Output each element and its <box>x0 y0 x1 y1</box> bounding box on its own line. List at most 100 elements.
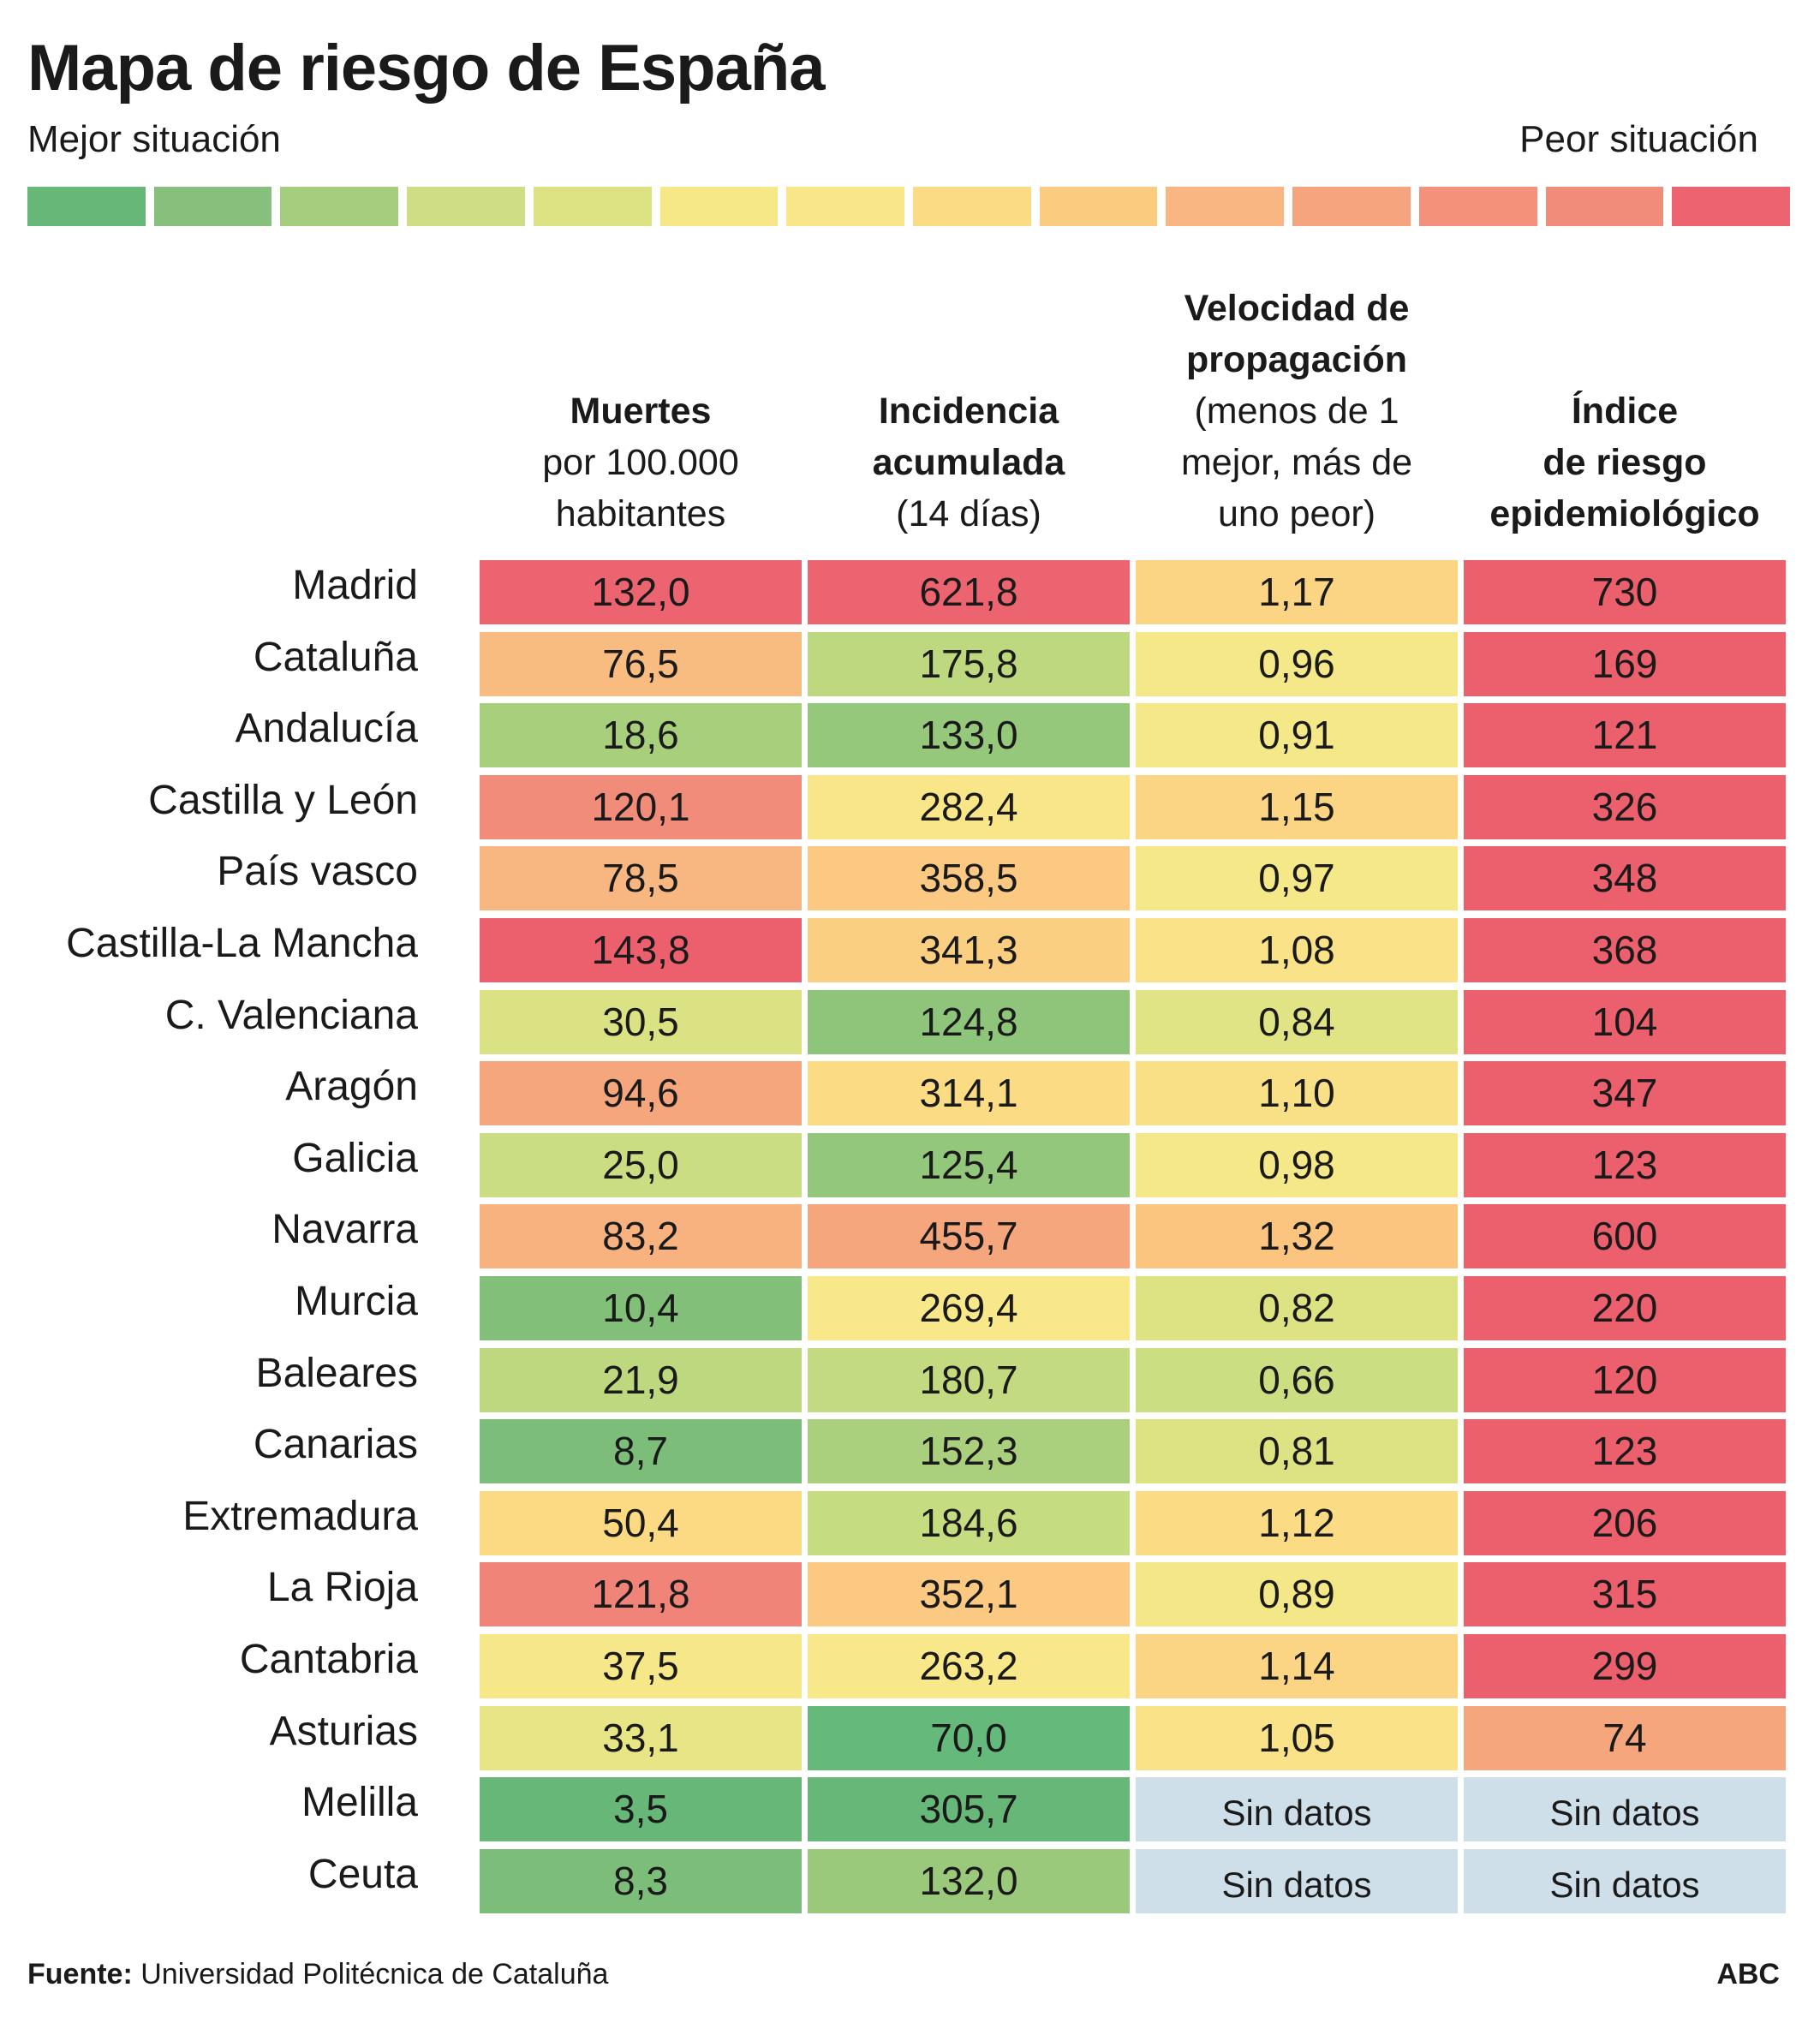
table-cell: 220 <box>1464 1276 1786 1340</box>
column-header-title-line: epidemiológico <box>1489 493 1760 534</box>
scale-segment <box>27 187 146 226</box>
region-label: La Rioja <box>266 1565 418 1610</box>
table-row: Murcia 10,4 269,4 0,82 220 <box>0 1276 1820 1340</box>
region-label: Castilla y León <box>148 778 418 823</box>
table-cell: 78,5 <box>480 846 802 910</box>
page-title: Mapa de riesgo de España <box>27 32 826 104</box>
column-header-subtitle-line: (menos de 1 <box>1194 391 1399 432</box>
table-cell: 282,4 <box>808 775 1130 839</box>
table-cell: 326 <box>1464 775 1786 839</box>
column-header-title-line: Muertes <box>570 391 712 432</box>
table-cell: 180,7 <box>808 1348 1130 1412</box>
table-cell: 1,05 <box>1136 1706 1458 1770</box>
table-cell: 33,1 <box>480 1706 802 1770</box>
table-cell: 358,5 <box>808 846 1130 910</box>
region-label: Cataluña <box>253 635 418 680</box>
scale-segment <box>1039 187 1158 226</box>
table-cell: 341,3 <box>808 918 1130 982</box>
table-cell: 175,8 <box>808 632 1130 696</box>
table-cell: 0,89 <box>1136 1562 1458 1626</box>
table-cell: 30,5 <box>480 990 802 1054</box>
table-cell: 1,32 <box>1136 1204 1458 1268</box>
region-label: Murcia <box>294 1279 418 1324</box>
table-cell: 94,6 <box>480 1061 802 1125</box>
table-cell: Sin datos <box>1136 1849 1458 1913</box>
table-row: Cantabria 37,5 263,2 1,14 299 <box>0 1634 1820 1698</box>
color-scale-legend <box>27 187 1791 226</box>
source-text: Universidad Politécnica de Cataluña <box>140 1958 609 1990</box>
table-row: La Rioja 121,8 352,1 0,89 315 <box>0 1562 1820 1626</box>
column-header-subtitle-line: (14 días) <box>896 493 1041 534</box>
table-cell: 83,2 <box>480 1204 802 1268</box>
column-header: Velocidad de propagación (menos de 1 mejor,… <box>1119 283 1475 540</box>
table-cell: 184,6 <box>808 1491 1130 1555</box>
table-cell: 76,5 <box>480 632 802 696</box>
column-header-title-line: de riesgo <box>1543 442 1707 483</box>
column-header-subtitle-line: uno peor) <box>1217 493 1376 534</box>
table-cell: 621,8 <box>808 560 1130 624</box>
table-cell: 18,6 <box>480 703 802 767</box>
table-row: C. Valenciana 30,5 124,8 0,84 104 <box>0 990 1820 1054</box>
table-cell: 299 <box>1464 1634 1786 1698</box>
table-cell: 104 <box>1464 990 1786 1054</box>
table-cell: 315 <box>1464 1562 1786 1626</box>
table-cell: 0,96 <box>1136 632 1458 696</box>
table-cell: 21,9 <box>480 1348 802 1412</box>
legend-worse-label: Peor situación <box>1519 118 1758 160</box>
table-cell: 1,15 <box>1136 775 1458 839</box>
table-cell: 8,7 <box>480 1419 802 1483</box>
source-note: Fuente: Universidad Politécnica de Catal… <box>27 1958 608 1991</box>
table-cell: 70,0 <box>808 1706 1130 1770</box>
column-headers: Muertes por 100.000 habitantes Incidencia ac… <box>0 257 1820 540</box>
column-header-title-line: Incidencia <box>878 391 1059 432</box>
table-cell: 1,12 <box>1136 1491 1458 1555</box>
table-cell: 600 <box>1464 1204 1786 1268</box>
scale-segment <box>1545 187 1664 226</box>
table-cell: 123 <box>1464 1419 1786 1483</box>
table-cell: 0,81 <box>1136 1419 1458 1483</box>
table-cell: 132,0 <box>808 1849 1130 1913</box>
table-cell: Sin datos <box>1464 1777 1786 1841</box>
column-header: Índice de riesgo epidemiológico <box>1447 385 1803 540</box>
region-label: Asturias <box>269 1709 418 1754</box>
table-cell: 0,97 <box>1136 846 1458 910</box>
table-row: Aragón 94,6 314,1 1,10 347 <box>0 1061 1820 1125</box>
region-label: Canarias <box>253 1422 418 1467</box>
table-cell: 121 <box>1464 703 1786 767</box>
table-cell: 25,0 <box>480 1133 802 1197</box>
scale-segment <box>533 187 652 226</box>
region-label: Baleares <box>255 1351 418 1396</box>
table-cell: 0,84 <box>1136 990 1458 1054</box>
region-label: Andalucía <box>235 706 419 751</box>
table-cell: 120,1 <box>480 775 802 839</box>
table-cell: 1,08 <box>1136 918 1458 982</box>
table-cell: 120 <box>1464 1348 1786 1412</box>
region-label: C. Valenciana <box>164 993 418 1038</box>
table-row: Extremadura 50,4 184,6 1,12 206 <box>0 1491 1820 1555</box>
region-label: Cantabria <box>239 1637 418 1682</box>
scale-segment <box>913 187 1031 226</box>
region-label: Aragón <box>285 1064 418 1109</box>
column-header: Incidencia acumulada (14 días) <box>791 385 1147 540</box>
table-cell: 1,17 <box>1136 560 1458 624</box>
table-row: Canarias 8,7 152,3 0,81 123 <box>0 1419 1820 1483</box>
table-row: Castilla y León 120,1 282,4 1,15 326 <box>0 775 1820 839</box>
table-row: Asturias 33,1 70,0 1,05 74 <box>0 1706 1820 1770</box>
scale-segment <box>407 187 525 226</box>
table-cell: 347 <box>1464 1061 1786 1125</box>
table-cell: 455,7 <box>808 1204 1130 1268</box>
table-cell: 132,0 <box>480 560 802 624</box>
region-label: Ceuta <box>307 1852 418 1897</box>
table-cell: 3,5 <box>480 1777 802 1841</box>
brand-logo-text: ABC <box>1716 1958 1780 1990</box>
scale-segment <box>1418 187 1537 226</box>
table-row: Navarra 83,2 455,7 1,32 600 <box>0 1204 1820 1268</box>
column-header-subtitle-line: mejor, más de <box>1180 442 1413 483</box>
table-row: Baleares 21,9 180,7 0,66 120 <box>0 1348 1820 1412</box>
table-row: Andalucía 18,6 133,0 0,91 121 <box>0 703 1820 767</box>
table-cell: 169 <box>1464 632 1786 696</box>
region-label: Extremadura <box>182 1494 418 1539</box>
column-header-subtitle-line: por 100.000 <box>542 442 739 483</box>
table-cell: 314,1 <box>808 1061 1130 1125</box>
table-row: Castilla-La Mancha 143,8 341,3 1,08 368 <box>0 918 1820 982</box>
